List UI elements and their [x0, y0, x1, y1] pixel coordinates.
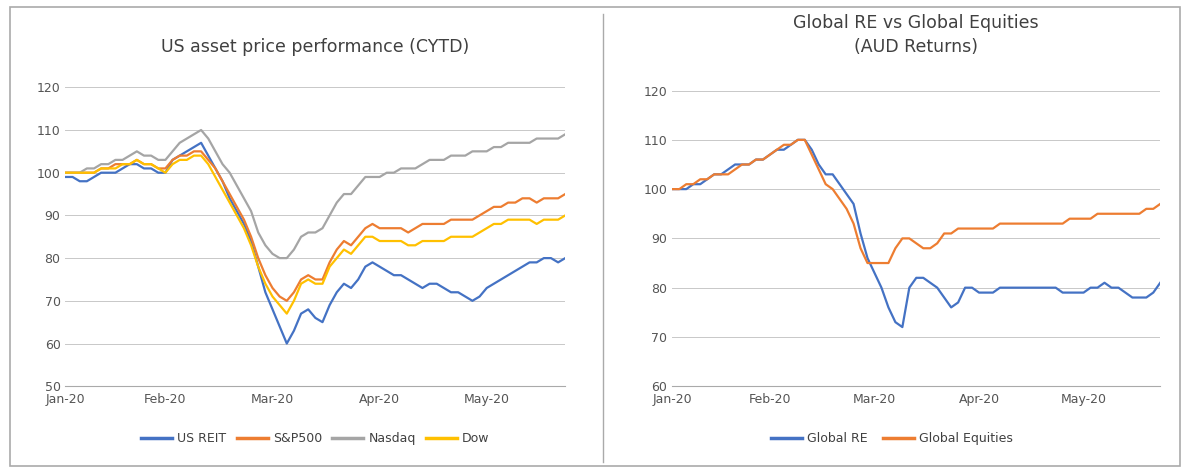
- Title: US asset price performance (CYTD): US asset price performance (CYTD): [161, 38, 470, 56]
- Legend: Global RE, Global Equities: Global RE, Global Equities: [766, 427, 1017, 450]
- Legend: US REIT, S&P500, Nasdaq, Dow: US REIT, S&P500, Nasdaq, Dow: [136, 427, 495, 450]
- Title: Global RE vs Global Equities
(AUD Returns): Global RE vs Global Equities (AUD Return…: [794, 15, 1039, 56]
